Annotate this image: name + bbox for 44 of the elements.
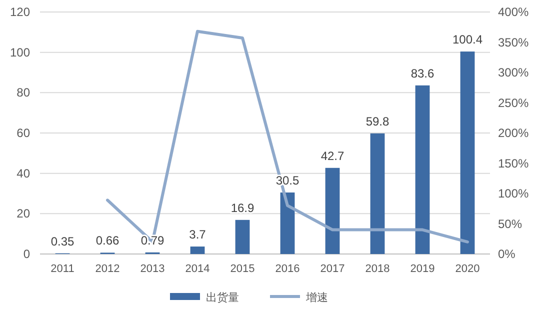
x-tick-label: 2017 (320, 263, 345, 275)
x-tick-label: 2012 (95, 263, 120, 275)
x-tick-label: 2016 (275, 263, 300, 275)
y-tick-label: 100 (10, 45, 30, 60)
data-label: 0.66 (96, 234, 120, 248)
x-tick-label: 2020 (455, 263, 480, 275)
x-tick-label: 2018 (365, 263, 390, 275)
data-label: 0.79 (140, 233, 164, 248)
y2-tick-label: 150% (498, 156, 530, 170)
bar (190, 246, 205, 254)
y2-tick-label: 50% (498, 216, 522, 231)
y-tick-label: 80 (16, 86, 30, 100)
y2-tick-label: 250% (498, 96, 530, 110)
x-tick-label: 2014 (185, 263, 210, 275)
y-tick-label: 120 (10, 5, 30, 19)
data-label: 3.7 (189, 228, 206, 242)
y2-tick-label: 400% (498, 5, 530, 19)
data-label: 83.6 (410, 66, 434, 80)
bar (370, 133, 385, 254)
x-tick-label: 2011 (50, 263, 74, 275)
bar (460, 52, 475, 254)
data-label: 16.9 (230, 200, 254, 215)
x-tick-label: 2015 (230, 263, 255, 275)
data-label: 42.7 (320, 148, 344, 163)
y-tick-label: 20 (16, 206, 30, 221)
y2-tick-label: 100% (498, 186, 530, 200)
y2-tick-label: 350% (498, 35, 530, 50)
bar (280, 192, 295, 254)
data-label: 59.8 (366, 114, 390, 128)
y2-tick-label: 300% (498, 66, 530, 80)
data-label: 100.4 (452, 32, 483, 47)
y2-tick-label: 200% (498, 126, 530, 140)
bar (325, 168, 340, 254)
y-tick-label: 60 (16, 126, 30, 140)
bar (415, 85, 430, 254)
legend-label: 出货量 (206, 291, 239, 304)
x-tick-label: 2013 (140, 263, 165, 275)
legend-label: 增速 (305, 291, 328, 304)
bar (235, 220, 250, 254)
y2-tick-label: 0% (498, 247, 516, 261)
x-tick-label: 2019 (410, 263, 435, 275)
y-tick-label: 40 (16, 166, 30, 180)
data-label: 0.35 (50, 234, 74, 248)
y-tick-label: 0 (23, 247, 30, 261)
